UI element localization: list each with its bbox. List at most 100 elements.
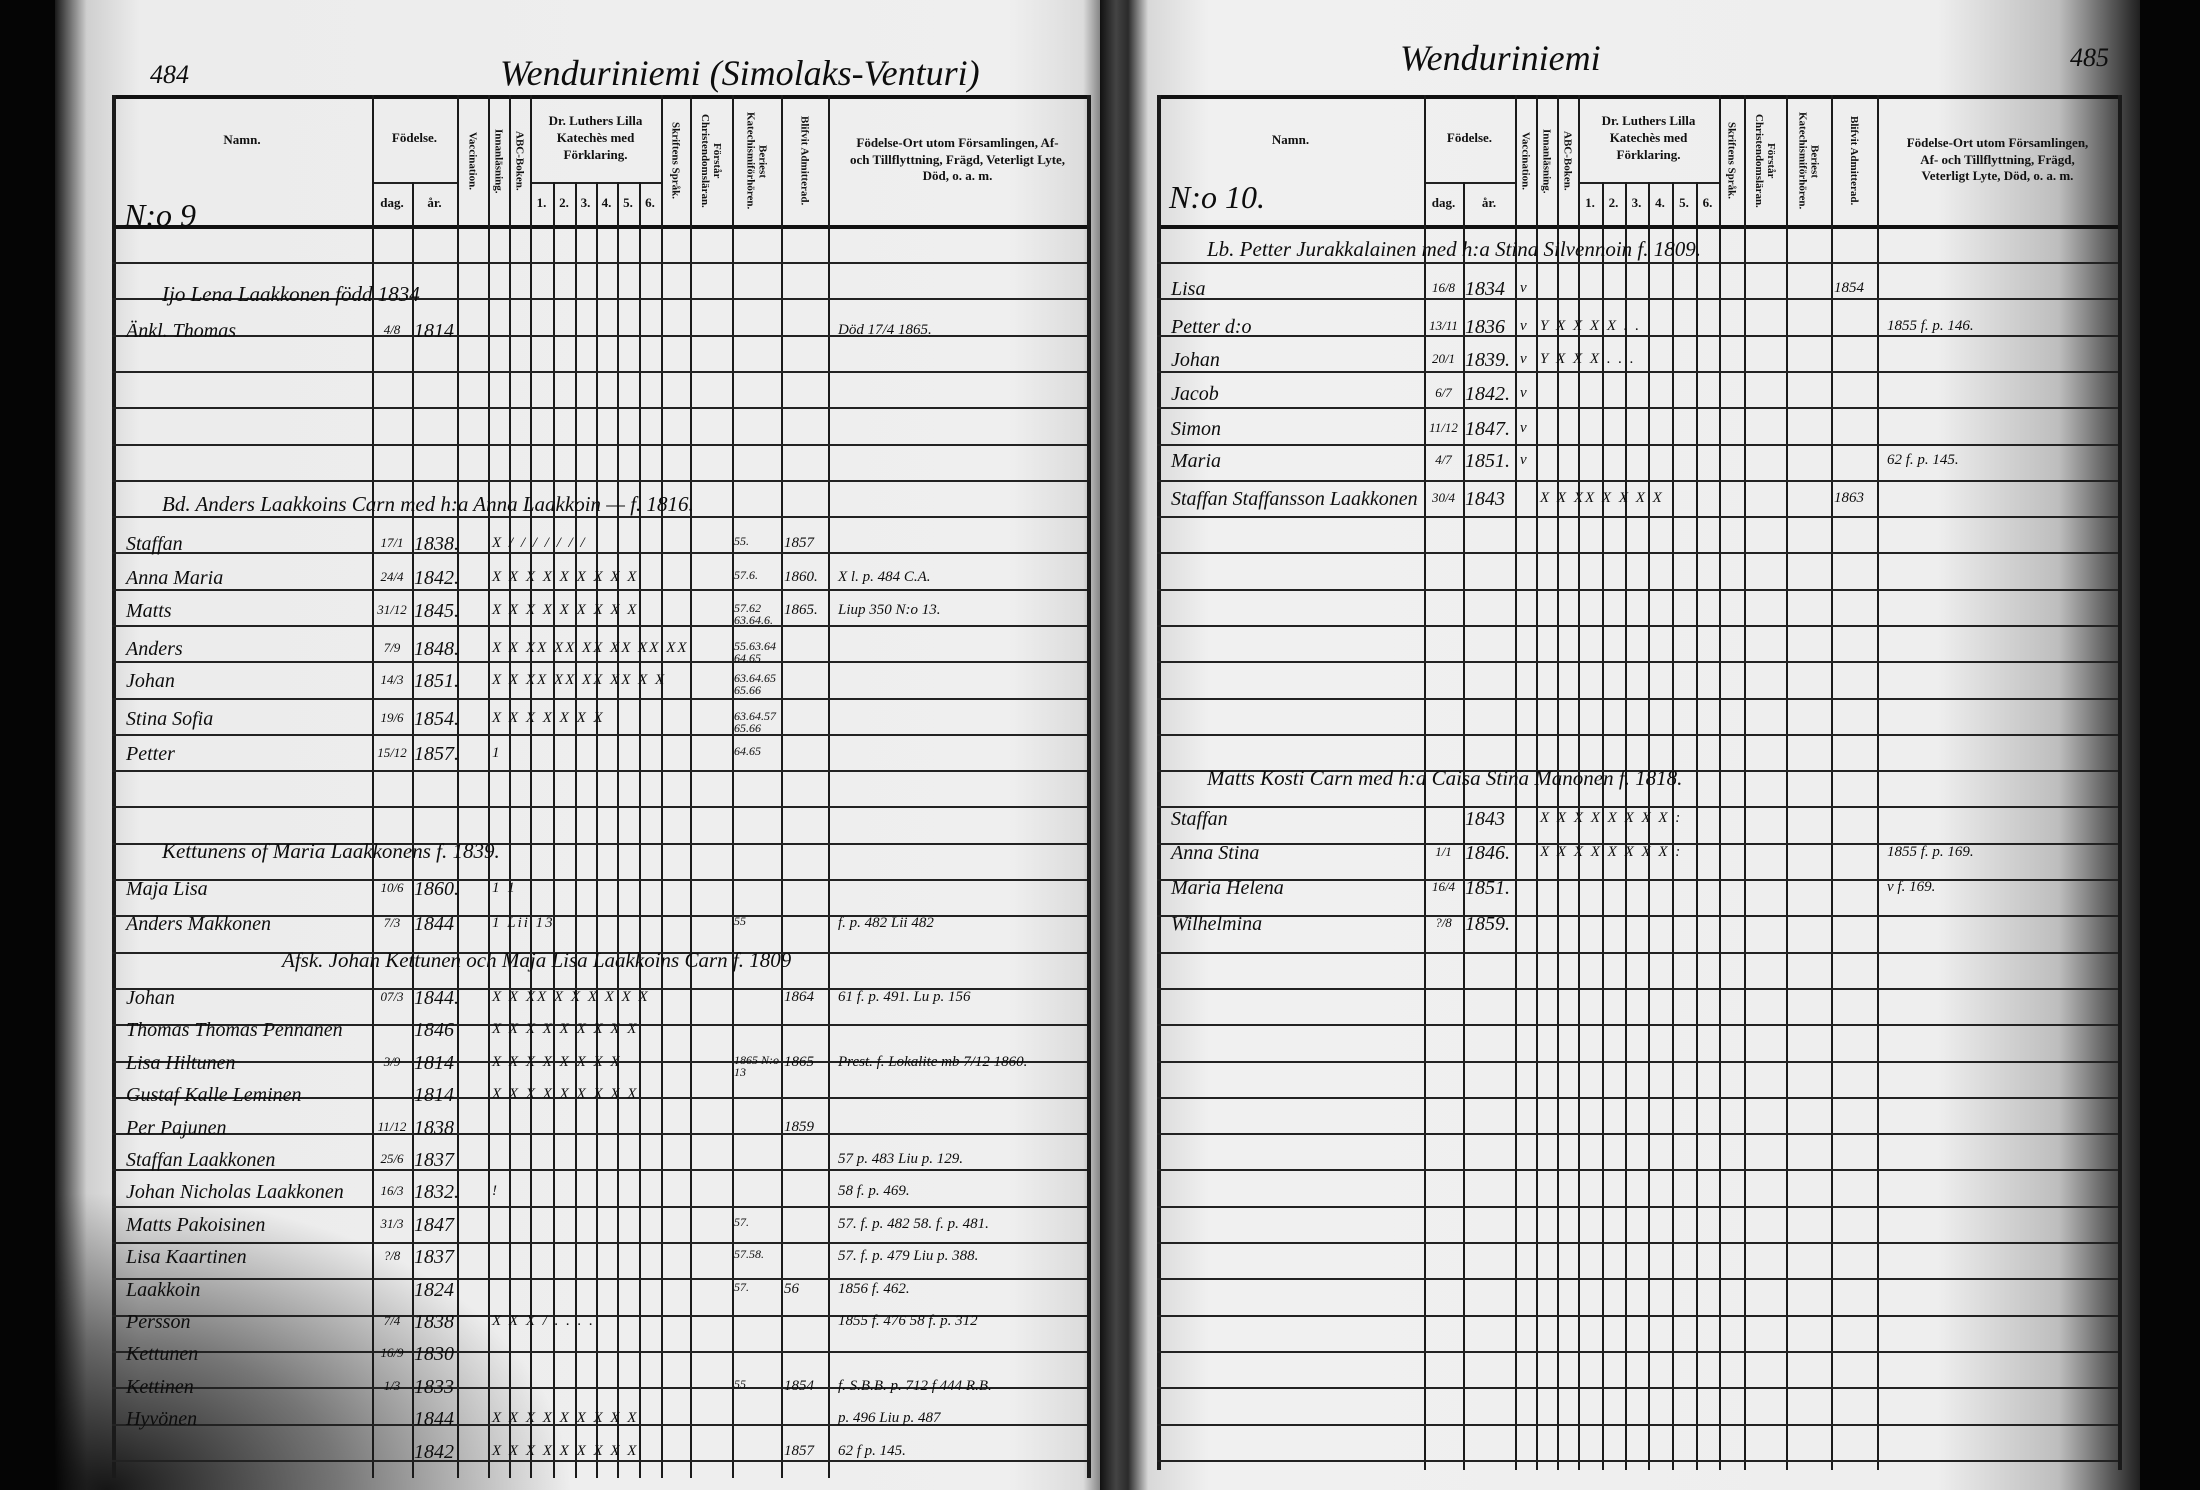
header-blifvit: Blifvit Admitterad.	[798, 116, 811, 206]
person-name: Persson	[126, 1311, 191, 1333]
birth-day: 13/11	[1429, 318, 1458, 333]
birth-year: 1851.	[414, 670, 459, 692]
birth-year: 1842	[414, 1441, 454, 1463]
remark-note: Liup 350 N:o 13.	[838, 602, 941, 618]
birth-year: 1836	[1465, 316, 1505, 338]
row-line	[112, 1387, 1087, 1389]
birth-year: 1844	[414, 1408, 454, 1430]
header-luther-col: 2.	[1608, 195, 1619, 211]
row-line	[1157, 480, 2118, 482]
admitted-year: 1857	[784, 1443, 814, 1459]
row-line	[112, 298, 1087, 300]
remark-note: v f. 169.	[1887, 879, 1936, 895]
person-name: Lisa Kaartinen	[126, 1246, 247, 1268]
row-line	[1157, 1351, 2118, 1353]
birth-day: 19/6	[380, 710, 404, 725]
row-line	[1157, 1206, 2118, 1208]
header-luther: Dr. Luthers Lilla Katechès med Förklarin…	[548, 113, 643, 162]
column-divider	[1087, 95, 1091, 1478]
row-line	[112, 952, 1087, 954]
row-line	[112, 1024, 1087, 1026]
remark-note: 57. f. p. 479 Liu p. 388.	[838, 1248, 979, 1264]
column-divider	[372, 95, 374, 1478]
column-divider	[457, 95, 459, 1478]
birth-year: 1839.	[1465, 349, 1510, 371]
row-line	[1157, 625, 2118, 627]
header-forstar: Förstår Christendomsläran.	[699, 114, 724, 208]
row-line	[112, 444, 1087, 446]
column-divider	[1157, 95, 1161, 1470]
birth-day: 16/9	[380, 1345, 404, 1360]
header-abc-boken: ABC-Boken.	[513, 131, 526, 191]
person-name: Lisa	[1171, 278, 1206, 300]
birth-day: 7/9	[383, 640, 401, 655]
row-line	[112, 552, 1087, 554]
header-luther-col: 4.	[601, 195, 612, 211]
catechism-marks: X X X X X X X X X	[492, 602, 639, 618]
row-line	[112, 407, 1087, 409]
birth-year: 1838	[414, 1117, 454, 1139]
catechism-marks: X X X X X X X X	[492, 1054, 622, 1070]
beriest-value: 57.	[734, 1215, 749, 1229]
header-forstar: Förstår Christendomsläran.	[1753, 114, 1778, 208]
birth-year: 1851.	[1465, 450, 1510, 472]
row-line	[112, 843, 1087, 845]
catechism-marks: Y X X X X . .	[1540, 318, 1641, 334]
row-line	[1157, 1387, 2118, 1389]
row-line	[1157, 1097, 2118, 1099]
admitted-year: 1863	[1834, 490, 1864, 506]
row-line	[1157, 952, 2118, 954]
row-line	[1157, 1133, 2118, 1135]
column-divider	[575, 182, 577, 1478]
household-number: N:o 9	[124, 197, 196, 233]
vaccination-mark: v	[1520, 318, 1527, 334]
person-name: Petter	[126, 743, 175, 765]
birth-day: 17/1	[380, 535, 404, 550]
person-name: Hyvönen	[126, 1408, 198, 1430]
person-name: Matts	[126, 600, 172, 622]
birth-day: 16/4	[1431, 879, 1456, 894]
birth-day: 1/3	[383, 1378, 401, 1393]
beriest-value: 63.64.65 65.66	[734, 671, 776, 697]
row-line	[112, 1315, 1087, 1317]
header-skriftens-sprak: Skriftens Språk.	[1725, 122, 1738, 200]
catechism-marks: X X XX XX XX XX XX XX	[492, 640, 689, 656]
vaccination-mark: v	[1520, 385, 1527, 401]
column-divider	[1557, 95, 1559, 1470]
column-divider	[112, 95, 116, 1478]
birth-year: 1834	[1465, 278, 1505, 300]
column-divider	[1696, 182, 1698, 1470]
row-line	[1157, 371, 2118, 373]
birth-day: 11/12	[377, 1119, 407, 1134]
row-line	[112, 1242, 1087, 1244]
row-line	[1157, 1061, 2118, 1063]
admitted-year: 1859	[784, 1119, 814, 1135]
beriest-value: 55.63.64 64.65	[734, 639, 776, 665]
birth-year: 1814	[414, 320, 454, 342]
person-name: Simon	[1171, 418, 1221, 440]
birth-year: 1845.	[414, 600, 459, 622]
page-title: Wenduriniemi (Simolaks-Venturi)	[500, 53, 980, 93]
remark-note: Prest. f. Lokalite mb 7/12 1860.	[838, 1054, 1028, 1070]
person-name: Thomas Thomas Pennanen	[126, 1019, 343, 1041]
birth-year: 1837	[414, 1149, 454, 1171]
page-number: 485	[2070, 43, 2109, 72]
row-line	[112, 625, 1087, 627]
birth-day: 11/12	[1429, 420, 1458, 435]
header-luther-col: 3.	[1631, 195, 1642, 211]
catechism-marks: X X X X X X X X X	[492, 1021, 639, 1037]
birth-year: 1833	[414, 1376, 454, 1398]
page-number: 484	[150, 60, 189, 89]
row-line	[112, 1169, 1087, 1171]
row-line	[112, 770, 1087, 772]
birth-day: 4/8	[383, 322, 401, 337]
catechism-marks: X X X / . . . .	[492, 1313, 595, 1329]
header-dag: dag.	[1431, 195, 1456, 211]
subheader-line	[1424, 182, 1515, 184]
row-line	[1157, 806, 2118, 808]
row-line	[1157, 879, 2118, 881]
header-luther-col: 1.	[536, 195, 547, 211]
row-line	[112, 698, 1087, 700]
birth-year: 1837	[414, 1246, 454, 1268]
header-luther-col: 6.	[1702, 195, 1713, 211]
